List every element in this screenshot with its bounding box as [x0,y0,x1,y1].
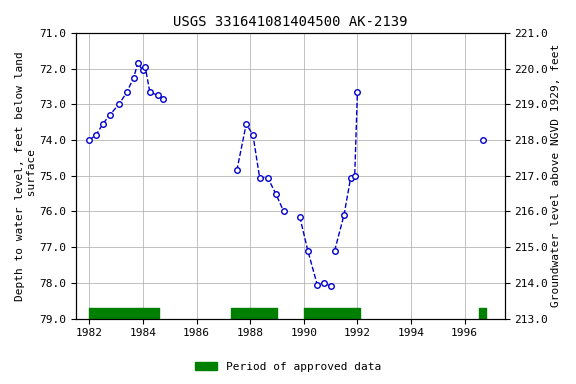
Title: USGS 331641081404500 AK-2139: USGS 331641081404500 AK-2139 [173,15,408,29]
Legend: Period of approved data: Period of approved data [191,358,385,377]
Y-axis label: Depth to water level, feet below land
 surface: Depth to water level, feet below land su… [15,51,37,301]
Y-axis label: Groundwater level above NGVD 1929, feet: Groundwater level above NGVD 1929, feet [551,44,561,307]
